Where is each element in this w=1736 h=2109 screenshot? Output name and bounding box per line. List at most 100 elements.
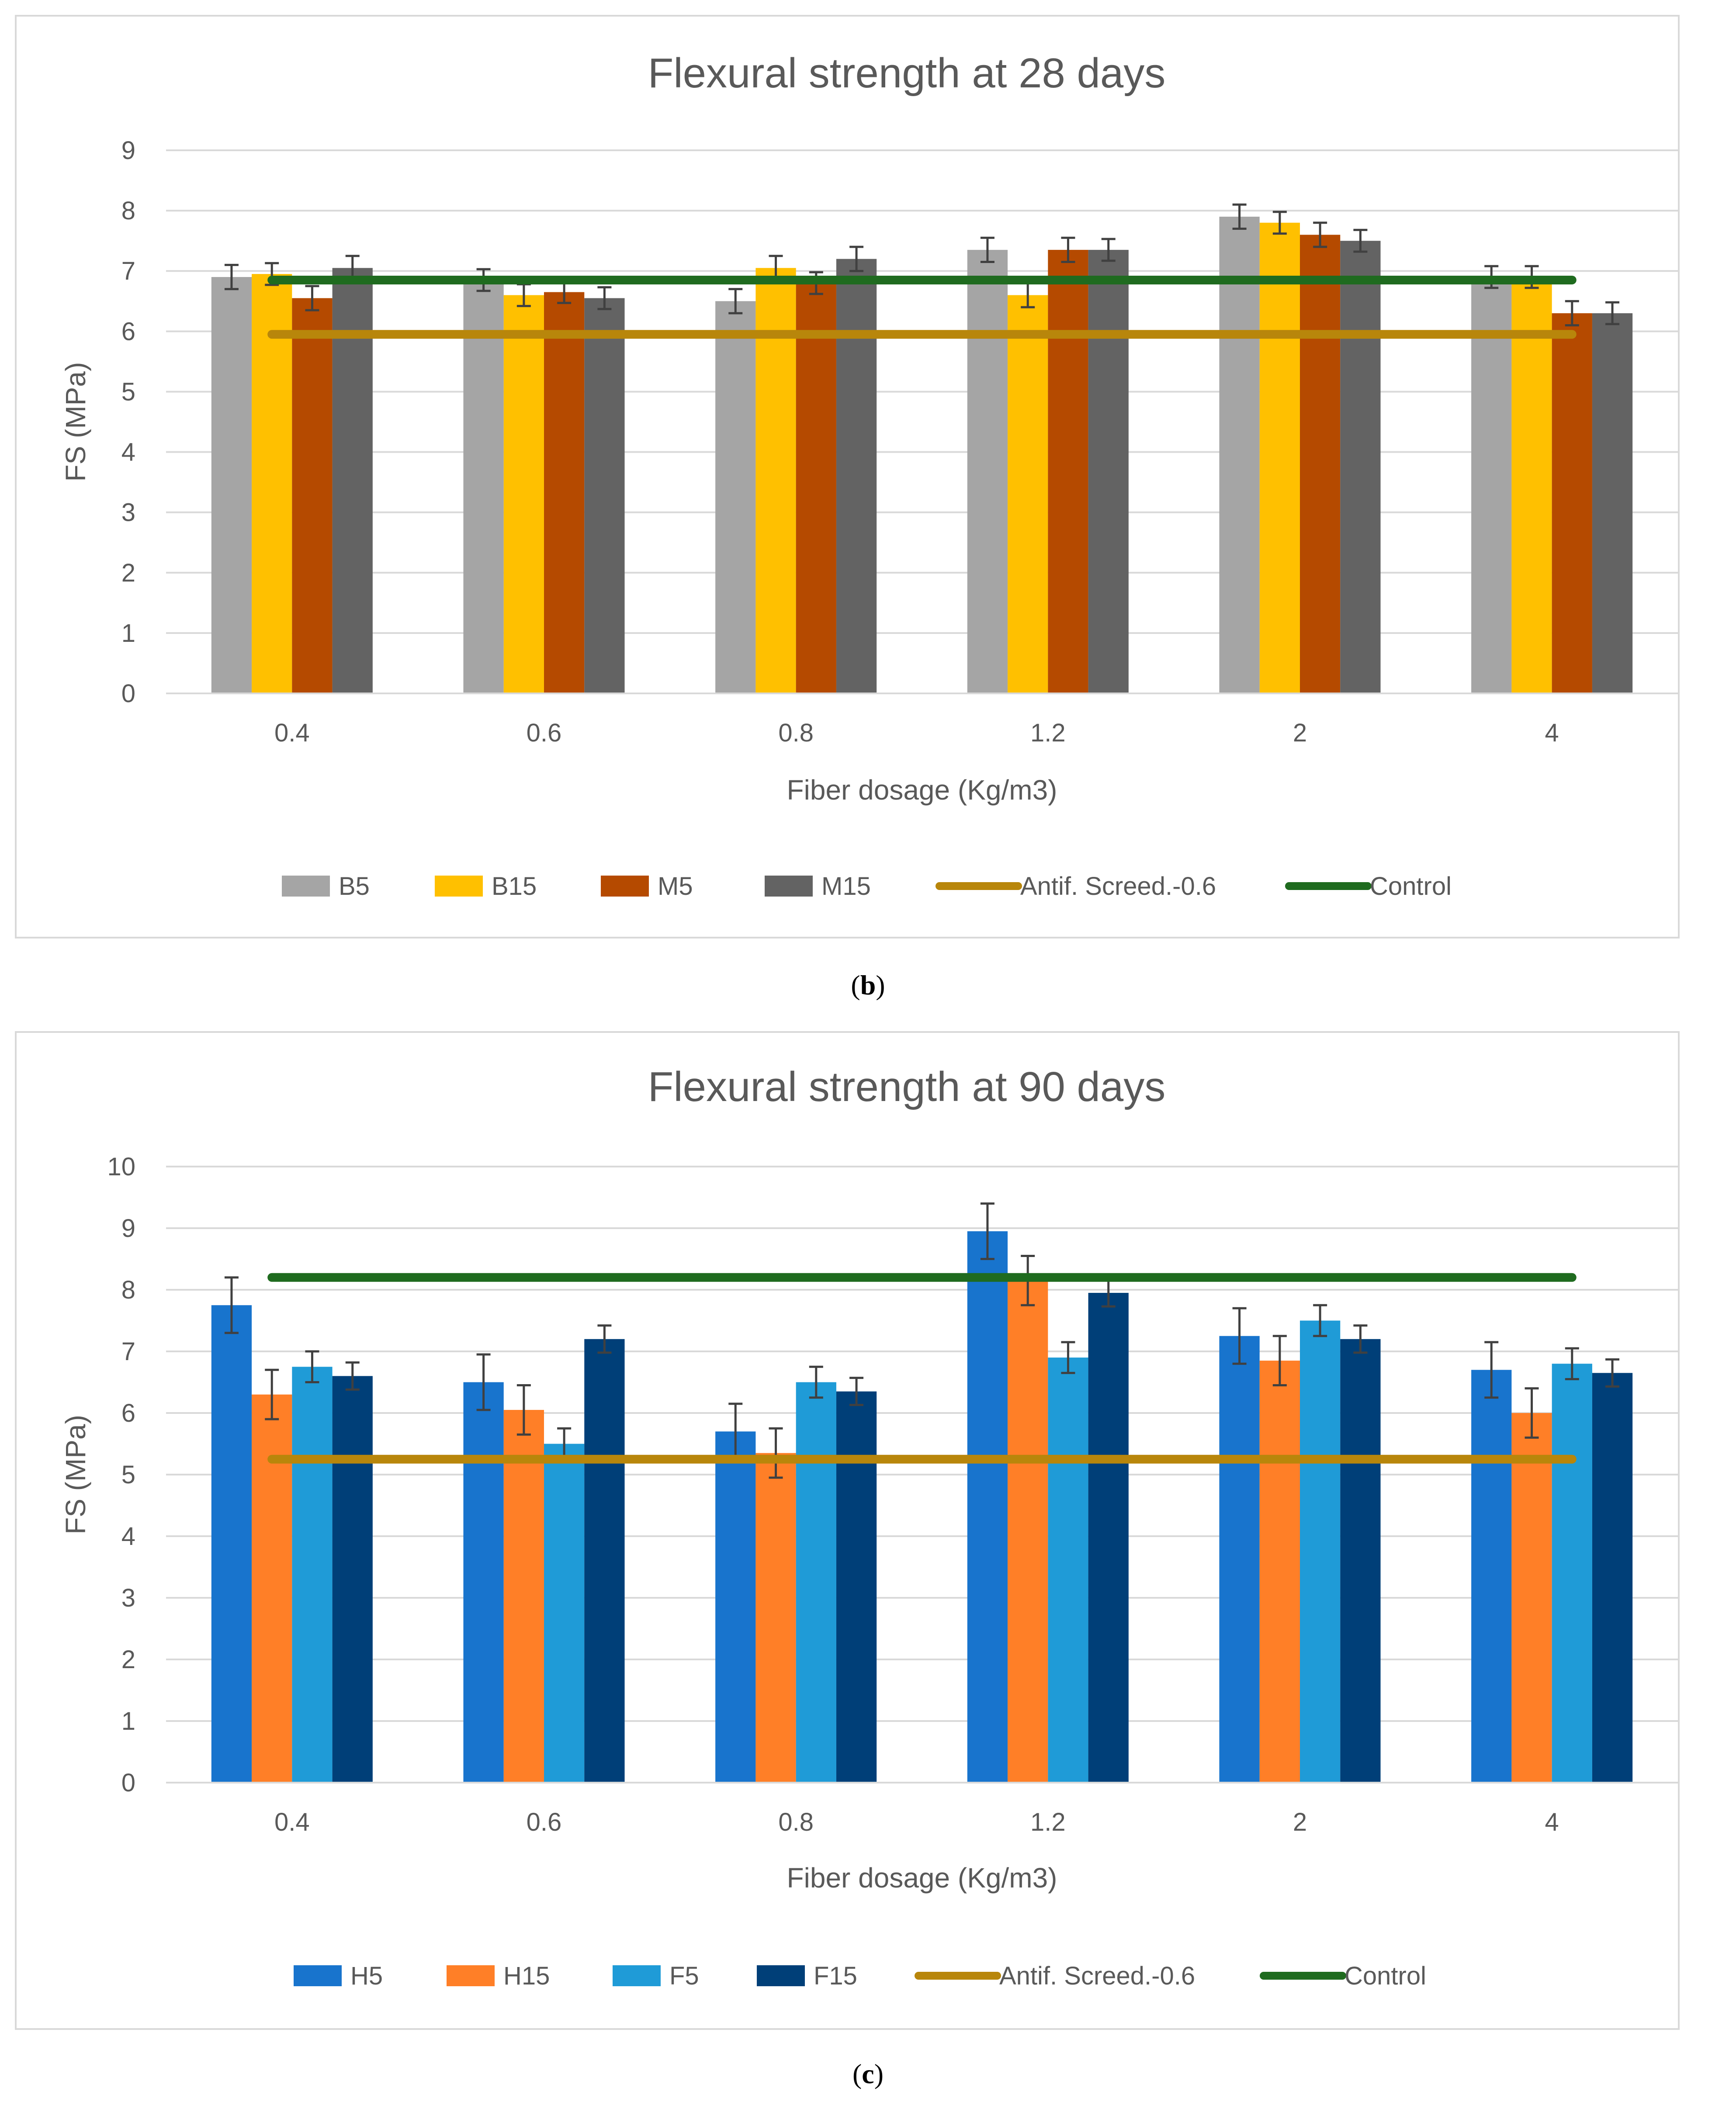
y-tick-label: 8 xyxy=(121,1276,135,1304)
bar-m15 xyxy=(1592,313,1633,693)
bar-m5 xyxy=(1552,313,1592,693)
y-tick-label: 1 xyxy=(121,1707,135,1735)
bar-f15 xyxy=(584,1339,625,1783)
bar-f15 xyxy=(836,1391,877,1783)
legend-label: Control xyxy=(1370,872,1452,900)
bar-m5 xyxy=(292,298,333,693)
bar-b15 xyxy=(1511,277,1552,693)
x-tick-label: 0.8 xyxy=(778,719,814,747)
bar-f5 xyxy=(1552,1364,1592,1783)
legend-swatch-b5 xyxy=(282,876,330,897)
bar-f15 xyxy=(332,1376,373,1783)
bar-b5 xyxy=(211,277,252,693)
y-tick-label: 9 xyxy=(121,136,135,165)
bar-f5 xyxy=(544,1444,585,1783)
bar-h15 xyxy=(1511,1413,1552,1783)
bar-m15 xyxy=(1340,241,1381,693)
bar-b15 xyxy=(503,295,544,693)
x-tick-label: 0.6 xyxy=(527,719,562,747)
chart-title: Flexural strength at 90 days xyxy=(648,1063,1166,1110)
x-tick-label: 0.6 xyxy=(527,1808,562,1836)
bar-h5 xyxy=(1219,1336,1260,1783)
x-tick-label: 4 xyxy=(1545,719,1559,747)
y-tick-label: 3 xyxy=(121,1584,135,1612)
y-tick-label: 5 xyxy=(121,1461,135,1489)
bar-b5 xyxy=(463,280,504,693)
bar-b15 xyxy=(252,274,292,693)
legend-swatch-h15 xyxy=(447,1965,495,1986)
legend-swatch-b15 xyxy=(435,876,483,897)
caption-c: (c) xyxy=(852,2058,884,2089)
x-tick-label: 4 xyxy=(1545,1808,1559,1836)
x-tick-label: 1.2 xyxy=(1030,1808,1066,1836)
legend-label: M5 xyxy=(658,872,693,900)
y-tick-label: 0 xyxy=(121,1769,135,1797)
bar-h15 xyxy=(1008,1280,1048,1783)
bar-f5 xyxy=(292,1367,333,1783)
bar-m15 xyxy=(332,268,373,693)
bar-h5 xyxy=(715,1431,756,1783)
bar-b15 xyxy=(1008,295,1048,693)
bar-f5 xyxy=(796,1382,836,1783)
bar-f15 xyxy=(1592,1373,1633,1783)
y-tick-label: 9 xyxy=(121,1214,135,1243)
bar-h15 xyxy=(1259,1361,1300,1783)
y-tick-label: 3 xyxy=(121,499,135,527)
x-axis-label: Fiber dosage (Kg/m3) xyxy=(787,774,1057,806)
bar-m5 xyxy=(1300,235,1341,694)
y-tick-label: 6 xyxy=(121,317,135,346)
bar-m15 xyxy=(1088,249,1129,693)
bar-h15 xyxy=(252,1394,292,1783)
y-tick-label: 7 xyxy=(121,1337,135,1366)
bar-f5 xyxy=(1300,1320,1341,1783)
y-tick-label: 4 xyxy=(121,1522,135,1551)
y-tick-label: 5 xyxy=(121,377,135,406)
y-tick-label: 1 xyxy=(121,619,135,648)
y-tick-label: 4 xyxy=(121,438,135,467)
bar-h5 xyxy=(211,1305,252,1783)
legend-label: M15 xyxy=(821,872,871,900)
bar-h5 xyxy=(1471,1370,1512,1783)
x-tick-label: 2 xyxy=(1293,719,1307,747)
legend-label: F15 xyxy=(814,1962,857,1990)
y-tick-label: 6 xyxy=(121,1399,135,1427)
legend-label: Antif. Screed.-0.6 xyxy=(1020,872,1216,900)
bar-m15 xyxy=(584,298,625,693)
x-tick-label: 1.2 xyxy=(1030,719,1066,747)
legend-label: B5 xyxy=(339,872,370,900)
bar-m5 xyxy=(796,283,836,693)
legend-swatch-h5 xyxy=(294,1965,342,1986)
bar-h5 xyxy=(967,1231,1008,1783)
caption-b: (b) xyxy=(851,970,885,1001)
caption-letter: c xyxy=(862,2058,874,2089)
legend-label: Antif. Screed.-0.6 xyxy=(999,1962,1195,1990)
legend-swatch-f15 xyxy=(757,1965,805,1986)
bar-h5 xyxy=(463,1382,504,1783)
y-tick-label: 2 xyxy=(121,1645,135,1674)
legend-label: F5 xyxy=(669,1962,699,1990)
bar-b15 xyxy=(755,268,796,693)
y-tick-label: 0 xyxy=(121,679,135,708)
y-tick-label: 10 xyxy=(107,1153,135,1181)
bar-h15 xyxy=(503,1409,544,1783)
bar-f5 xyxy=(1048,1358,1088,1783)
x-tick-label: 0.8 xyxy=(778,1808,814,1836)
bar-b5 xyxy=(715,301,756,693)
chart-title: Flexural strength at 28 days xyxy=(648,50,1166,97)
bar-m5 xyxy=(1048,249,1088,693)
x-tick-label: 0.4 xyxy=(274,1808,310,1836)
legend-label: H5 xyxy=(350,1962,383,1990)
legend-label: H15 xyxy=(503,1962,550,1990)
legend-label: B15 xyxy=(492,872,537,900)
legend-swatch-m15 xyxy=(765,876,813,897)
bar-b15 xyxy=(1259,222,1300,693)
bar-m15 xyxy=(836,259,877,693)
legend-swatch-m5 xyxy=(601,876,649,897)
y-axis-label: FS (MPa) xyxy=(60,362,91,482)
bar-f15 xyxy=(1340,1339,1381,1783)
caption-letter: b xyxy=(860,970,876,1001)
y-axis-label: FS (MPa) xyxy=(60,1415,91,1534)
y-tick-label: 7 xyxy=(121,257,135,285)
bar-b5 xyxy=(967,249,1008,693)
bar-h15 xyxy=(755,1453,796,1783)
